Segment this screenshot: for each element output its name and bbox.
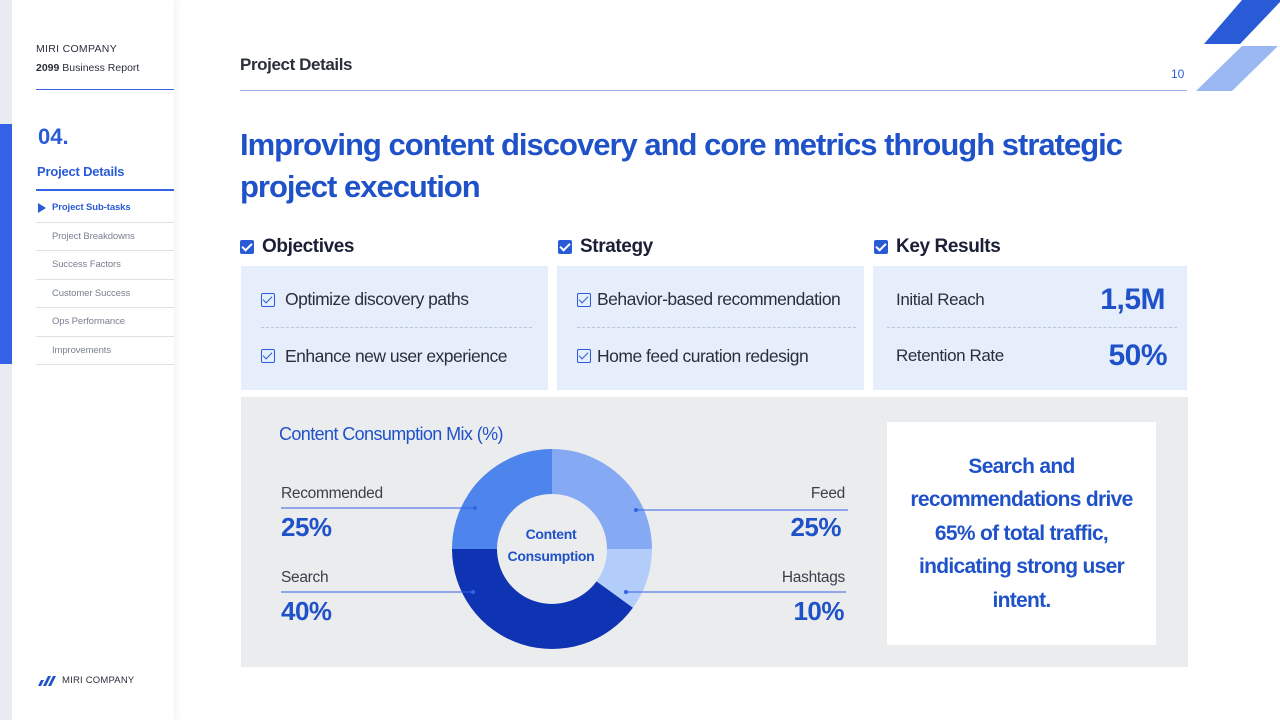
footer-company-name: MIRI COMPANY	[62, 675, 135, 686]
metric-value: 1,5M	[1100, 282, 1165, 316]
metric-row: Initial Reach 1,5M	[887, 272, 1177, 328]
key-results-card: Initial Reach 1,5M Retention Rate 50%	[873, 266, 1187, 390]
footer-logo: MIRI COMPANY	[38, 675, 134, 686]
key-results-heading: Key Results	[874, 236, 1001, 258]
sidebar-divider	[36, 89, 174, 90]
checkbox-icon	[874, 240, 888, 254]
metric-row: Retention Rate 50%	[887, 328, 1177, 384]
report-year: 2099	[36, 62, 60, 74]
list-item: Optimize discovery paths	[261, 272, 532, 328]
check-icon	[577, 292, 591, 307]
nav-item-label: Ops Performance	[52, 316, 125, 328]
list-item: Home feed curation redesign	[577, 328, 848, 384]
report-title: 2099 Business Report	[36, 62, 139, 74]
check-icon	[261, 349, 275, 363]
nav-item-label: Improvements	[52, 344, 111, 356]
chapter-divider	[36, 189, 174, 191]
sidebar-edge-accent	[0, 124, 12, 364]
center-label-line-1: Content	[525, 526, 577, 542]
objective-text: Enhance new user experience	[285, 345, 507, 366]
category-label-feed: Feed	[810, 485, 845, 502]
strategy-card: Behavior-based recommendation Home feed …	[557, 266, 864, 390]
chart-title: Content Consumption Mix (%)	[279, 424, 504, 444]
category-label-recommended: Recommended	[281, 485, 383, 502]
company-name: MIRI COMPANY	[36, 43, 117, 55]
donut-center-label: Content Consumption	[496, 523, 606, 567]
list-item: Behavior-based recommendation	[577, 272, 856, 328]
nav-item-label: Customer Success	[52, 287, 131, 299]
objectives-card: Optimize discovery paths Enhance new use…	[241, 266, 548, 390]
check-icon	[261, 292, 275, 307]
report-label: Business Report	[62, 62, 140, 74]
callout-line-3: 65% of total traffic,	[934, 521, 1109, 545]
nav-item-project-sub-tasks[interactable]: Project Sub-tasks	[36, 194, 174, 223]
center-label-line-2: Consumption	[507, 548, 595, 564]
nav-item-project-breakdowns[interactable]: Project Breakdowns	[36, 223, 174, 251]
donut-chart	[452, 449, 652, 649]
chapter-title[interactable]: Project Details	[37, 164, 125, 179]
objective-text: Optimize discovery paths	[285, 289, 469, 309]
callout-line-5: intent.	[992, 588, 1051, 612]
list-item: Enhance new user experience	[261, 328, 532, 384]
header-divider	[240, 90, 1187, 91]
sidebar-nav: Project Sub-tasks Project Breakdowns Suc…	[36, 194, 174, 365]
nav-item-label: Success Factors	[52, 259, 121, 271]
objectives-heading-label: Objectives	[262, 236, 355, 257]
checkbox-icon	[558, 240, 572, 254]
checkbox-icon	[240, 240, 254, 254]
category-value-feed: 25%	[790, 512, 841, 542]
category-value-recommended: 25%	[281, 512, 332, 542]
company-logo-icon	[38, 675, 56, 686]
callout-line-2: recommendations drive	[910, 488, 1133, 512]
metric-value: 50%	[1108, 339, 1167, 372]
section-title: Project Details	[240, 55, 353, 74]
strategy-heading: Strategy	[558, 236, 653, 258]
objectives-heading: Objectives	[240, 236, 355, 258]
chapter-number: 04.	[38, 124, 69, 149]
callout-text: Search and recommendations drive 65% of …	[910, 450, 1133, 618]
callout-line-1: Search and	[968, 454, 1075, 478]
strategy-text: Behavior-based recommendation	[597, 289, 841, 309]
category-label-hashtags: Hashtags	[781, 569, 845, 586]
category-value-search: 40%	[281, 596, 332, 626]
sidebar: MIRI COMPANY 2099 Business Report 04. Pr…	[0, 0, 174, 720]
page-number: 10	[1171, 67, 1185, 81]
metric-label: Retention Rate	[896, 346, 1004, 365]
strategy-heading-label: Strategy	[580, 236, 653, 257]
nav-item-success-factors[interactable]: Success Factors	[36, 251, 174, 280]
nav-item-ops-performance[interactable]: Ops Performance	[36, 308, 174, 337]
donut-slice-recommended	[452, 449, 552, 549]
donut-slice-feed	[552, 449, 652, 549]
page-headline: Improving content discovery and core met…	[240, 124, 1160, 208]
category-value-hashtags: 10%	[793, 596, 844, 626]
metric-label: Initial Reach	[896, 289, 985, 309]
donut-slice-search	[452, 549, 633, 649]
play-arrow-icon	[38, 203, 46, 213]
category-label-search: Search	[281, 569, 329, 586]
nav-item-customer-success[interactable]: Customer Success	[36, 280, 174, 308]
corner-decoration-icon	[1196, 0, 1280, 91]
strategy-text: Home feed curation redesign	[597, 345, 809, 366]
headline-line-1: Improving content discovery and core met…	[240, 127, 1123, 162]
nav-item-label: Project Sub-tasks	[52, 202, 131, 214]
insight-callout: Search and recommendations drive 65% of …	[887, 422, 1156, 645]
nav-item-improvements[interactable]: Improvements	[36, 337, 174, 365]
callout-line-4: indicating strong user	[918, 555, 1125, 579]
headline-line-2: project execution	[240, 169, 481, 204]
check-icon	[577, 349, 591, 363]
key-results-heading-label: Key Results	[896, 236, 1001, 257]
nav-item-label: Project Breakdowns	[52, 230, 135, 242]
donut-slice-hashtags	[596, 549, 652, 608]
